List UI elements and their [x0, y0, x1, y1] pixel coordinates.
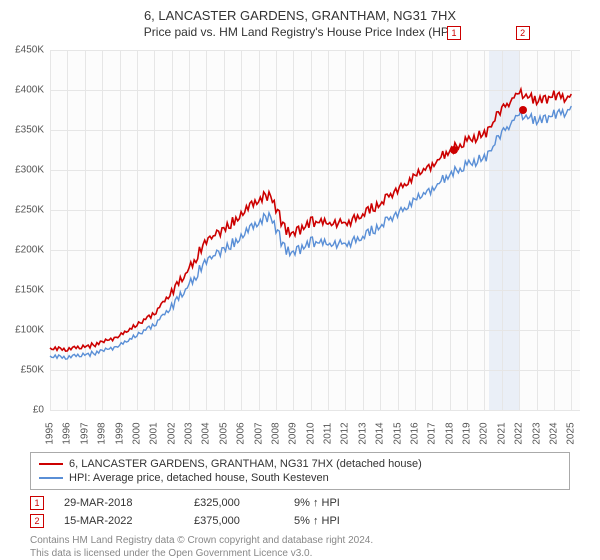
x-tick-label: 1997	[79, 422, 90, 444]
x-tick-label: 1999	[114, 422, 125, 444]
y-tick-label: £250K	[15, 205, 44, 216]
events-table: 1 29-MAR-2018 £325,000 9% ↑ HPI 2 15-MAR-2022…	[30, 494, 570, 530]
event-marker-dot	[450, 146, 458, 154]
series-line-property	[50, 89, 571, 351]
legend-label: HPI: Average price, detached house, Sout…	[69, 472, 329, 484]
attribution-line-2: This data is licensed under the Open Gov…	[30, 547, 570, 560]
event-delta: 5% ↑ HPI	[294, 515, 374, 527]
legend-swatch	[39, 463, 63, 465]
x-tick-label: 2009	[288, 422, 299, 444]
x-tick-label: 2001	[149, 422, 160, 444]
y-tick-label: £50K	[21, 365, 44, 376]
x-axis-labels: 1995199619971998199920002001200220032004…	[50, 412, 580, 452]
x-tick-label: 2015	[392, 422, 403, 444]
event-badge: 2	[30, 514, 44, 528]
event-date: 15-MAR-2022	[64, 515, 174, 527]
chart-container: 6, LANCASTER GARDENS, GRANTHAM, NG31 7HX…	[0, 0, 600, 560]
x-tick-label: 2019	[462, 422, 473, 444]
x-tick-label: 2000	[131, 422, 142, 444]
event-delta: 9% ↑ HPI	[294, 497, 374, 509]
event-date: 29-MAR-2018	[64, 497, 174, 509]
x-tick-label: 2003	[184, 422, 195, 444]
x-tick-label: 2016	[409, 422, 420, 444]
event-row: 2 15-MAR-2022 £375,000 5% ↑ HPI	[30, 512, 570, 530]
event-marker-dot	[519, 106, 527, 114]
y-tick-label: £0	[33, 405, 44, 416]
x-tick-label: 2004	[201, 422, 212, 444]
chart-plot-area: 12	[50, 50, 580, 410]
gridline-h	[50, 410, 580, 411]
y-tick-label: £300K	[15, 165, 44, 176]
x-tick-label: 2023	[531, 422, 542, 444]
x-tick-label: 2010	[305, 422, 316, 444]
x-tick-label: 2024	[548, 422, 559, 444]
page-title: 6, LANCASTER GARDENS, GRANTHAM, NG31 7HX	[0, 0, 600, 23]
x-tick-label: 2008	[270, 422, 281, 444]
x-tick-label: 1996	[62, 422, 73, 444]
x-tick-label: 2014	[375, 422, 386, 444]
event-price: £375,000	[194, 515, 274, 527]
x-tick-label: 2013	[357, 422, 368, 444]
event-row: 1 29-MAR-2018 £325,000 9% ↑ HPI	[30, 494, 570, 512]
event-marker-badge: 2	[516, 26, 530, 40]
x-tick-label: 2012	[340, 422, 351, 444]
x-tick-label: 2011	[323, 423, 334, 445]
y-tick-label: £350K	[15, 125, 44, 136]
legend-swatch	[39, 477, 63, 479]
legend-label: 6, LANCASTER GARDENS, GRANTHAM, NG31 7HX…	[69, 458, 422, 470]
x-tick-label: 2020	[479, 422, 490, 444]
x-tick-label: 2022	[514, 422, 525, 444]
legend-row: 6, LANCASTER GARDENS, GRANTHAM, NG31 7HX…	[39, 457, 561, 471]
x-tick-label: 2018	[444, 422, 455, 444]
y-axis-labels: £0£50K£100K£150K£200K£250K£300K£350K£400…	[0, 50, 48, 410]
x-tick-label: 2025	[566, 422, 577, 444]
x-tick-label: 1995	[45, 422, 56, 444]
page-subtitle: Price paid vs. HM Land Registry's House …	[0, 23, 600, 39]
y-tick-label: £400K	[15, 85, 44, 96]
legend-box: 6, LANCASTER GARDENS, GRANTHAM, NG31 7HX…	[30, 452, 570, 490]
event-price: £325,000	[194, 497, 274, 509]
legend-row: HPI: Average price, detached house, Sout…	[39, 471, 561, 485]
series-line-hpi	[50, 106, 571, 359]
x-tick-label: 2006	[236, 422, 247, 444]
y-tick-label: £100K	[15, 325, 44, 336]
x-tick-label: 2021	[496, 422, 507, 444]
x-tick-label: 2017	[427, 422, 438, 444]
x-tick-label: 2002	[166, 422, 177, 444]
attribution-line-1: Contains HM Land Registry data © Crown c…	[30, 534, 570, 547]
x-tick-label: 2007	[253, 422, 264, 444]
y-tick-label: £150K	[15, 285, 44, 296]
y-tick-label: £450K	[15, 45, 44, 56]
y-tick-label: £200K	[15, 245, 44, 256]
x-tick-label: 2005	[218, 422, 229, 444]
event-marker-badge: 1	[447, 26, 461, 40]
chart-svg	[50, 50, 580, 410]
x-tick-label: 1998	[97, 422, 108, 444]
attribution-text: Contains HM Land Registry data © Crown c…	[30, 534, 570, 560]
event-badge: 1	[30, 496, 44, 510]
